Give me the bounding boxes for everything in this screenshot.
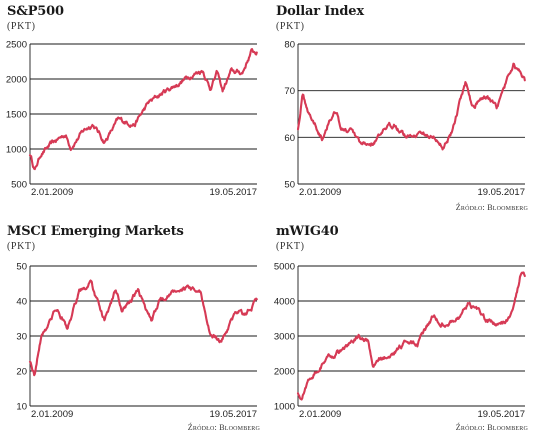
y-tick-label: 1500	[6, 110, 27, 121]
source-prefix: Źródło:	[455, 203, 485, 212]
y-tick-label: 2000	[274, 367, 295, 378]
y-tick-label: 80	[284, 40, 295, 51]
x-start-label: 2.01.2009	[299, 187, 341, 198]
source-note: Źródło: Bloomberg	[456, 203, 528, 212]
chart-svg-sp500: 500 1000 1500 2000 2500 2.01.2009 19.05.2017	[6, 40, 258, 198]
source-name: Bloomberg	[219, 423, 260, 432]
y-tick-label: 50	[16, 262, 27, 273]
chart-title: mWIG40	[276, 224, 339, 239]
y-tick-label: 30	[16, 332, 27, 343]
source-prefix: Źródło:	[187, 423, 217, 432]
source-note: Źródło: Bloomberg	[456, 423, 528, 432]
unit-label: (PKT)	[7, 241, 36, 252]
y-tick-label: 2500	[6, 40, 27, 51]
x-end-label: 19.05.2017	[209, 409, 257, 420]
y-tick-label: 40	[16, 297, 27, 308]
chart-panel-sp500: S&P500 (PKT) 500 1000 1500 2000 2500 2.01.200…	[0, 0, 268, 222]
series-line	[296, 62, 526, 151]
source-prefix: Źródło:	[455, 423, 485, 432]
x-start-label: 2.01.2009	[31, 409, 73, 420]
chart-svg-dollar-index: 50 60 70 80 2.01.2009 19.05.2017	[284, 40, 526, 198]
unit-label: (PKT)	[7, 21, 36, 32]
y-tick-label: 20	[16, 367, 27, 378]
chart-svg-msci-em: 10 20 30 40 50 2.01.2009 19.05.2017	[16, 262, 258, 420]
chart-svg-mwig40: 1000 2000 3000 4000 5000 2.01.2009 19.05.2017	[274, 262, 526, 420]
series-line	[296, 271, 526, 401]
y-tick-label: 3000	[274, 332, 295, 343]
series-line	[28, 48, 258, 171]
source-name: Bloomberg	[487, 423, 528, 432]
y-tick-label: 70	[284, 86, 295, 97]
chart-panel-msci-em: MSCI Emerging Markets (PKT) 10 20 30 40 50 2.…	[0, 222, 268, 444]
y-tick-label: 4000	[274, 297, 295, 308]
y-tick-label: 50	[284, 180, 295, 191]
x-end-label: 19.05.2017	[209, 187, 257, 198]
series-line	[28, 279, 258, 377]
unit-label: (PKT)	[276, 21, 305, 32]
chart-panel-dollar-index: Dollar Index (PKT) 50 60 70 80 2.01.2009 19.0…	[268, 0, 536, 222]
x-end-label: 19.05.2017	[477, 409, 525, 420]
x-start-label: 2.01.2009	[299, 409, 341, 420]
y-tick-label: 60	[284, 133, 295, 144]
y-tick-label: 10	[16, 402, 27, 413]
source-name: Bloomberg	[487, 203, 528, 212]
chart-title: MSCI Emerging Markets	[7, 224, 184, 239]
y-tick-label: 500	[11, 180, 27, 191]
unit-label: (PKT)	[276, 241, 305, 252]
y-tick-label: 1000	[6, 145, 27, 156]
y-tick-label: 5000	[274, 262, 295, 273]
source-note: Źródło: Bloomberg	[188, 423, 260, 432]
x-end-label: 19.05.2017	[477, 187, 525, 198]
x-start-label: 2.01.2009	[31, 187, 73, 198]
y-tick-label: 1000	[274, 402, 295, 413]
chart-title: S&P500	[7, 4, 64, 19]
chart-title: Dollar Index	[276, 4, 364, 19]
y-tick-label: 2000	[6, 75, 27, 86]
chart-panel-mwig40: mWIG40 (PKT) 1000 2000 3000 4000 5000 2.01.20…	[268, 222, 536, 444]
